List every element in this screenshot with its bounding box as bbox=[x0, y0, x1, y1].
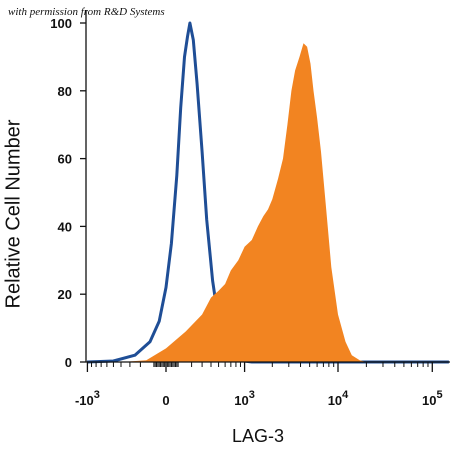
y-tick-label: 40 bbox=[58, 219, 72, 234]
x-tick-exponent: 3 bbox=[249, 389, 255, 401]
series-layer bbox=[85, 21, 449, 364]
y-tick-label: 80 bbox=[58, 84, 72, 99]
y-tick-label: 100 bbox=[50, 16, 72, 31]
x-tick-exponent: 5 bbox=[436, 389, 442, 401]
x-tick-label: 104 bbox=[328, 389, 349, 408]
x-tick-label: 103 bbox=[234, 389, 255, 408]
y-ticks: 0 20 40 60 80 100 bbox=[50, 16, 86, 370]
x-tick-label: 0 bbox=[162, 393, 169, 408]
y-tick-label: 20 bbox=[58, 287, 72, 302]
y-axis-label: Relative Cell Number bbox=[2, 119, 25, 309]
x-tick-label: 105 bbox=[422, 389, 443, 408]
x-tick-exponent: 4 bbox=[342, 389, 349, 401]
x-ticks: -103 0 103 104 105 bbox=[75, 362, 443, 408]
y-tick-label: 0 bbox=[65, 355, 72, 370]
filled-histogram bbox=[121, 43, 367, 363]
x-tick-exponent: 3 bbox=[94, 389, 100, 401]
x-tick-label: -103 bbox=[75, 389, 100, 408]
y-tick-label: 60 bbox=[58, 152, 72, 167]
x-axis-label: LAG-3 bbox=[231, 426, 285, 446]
